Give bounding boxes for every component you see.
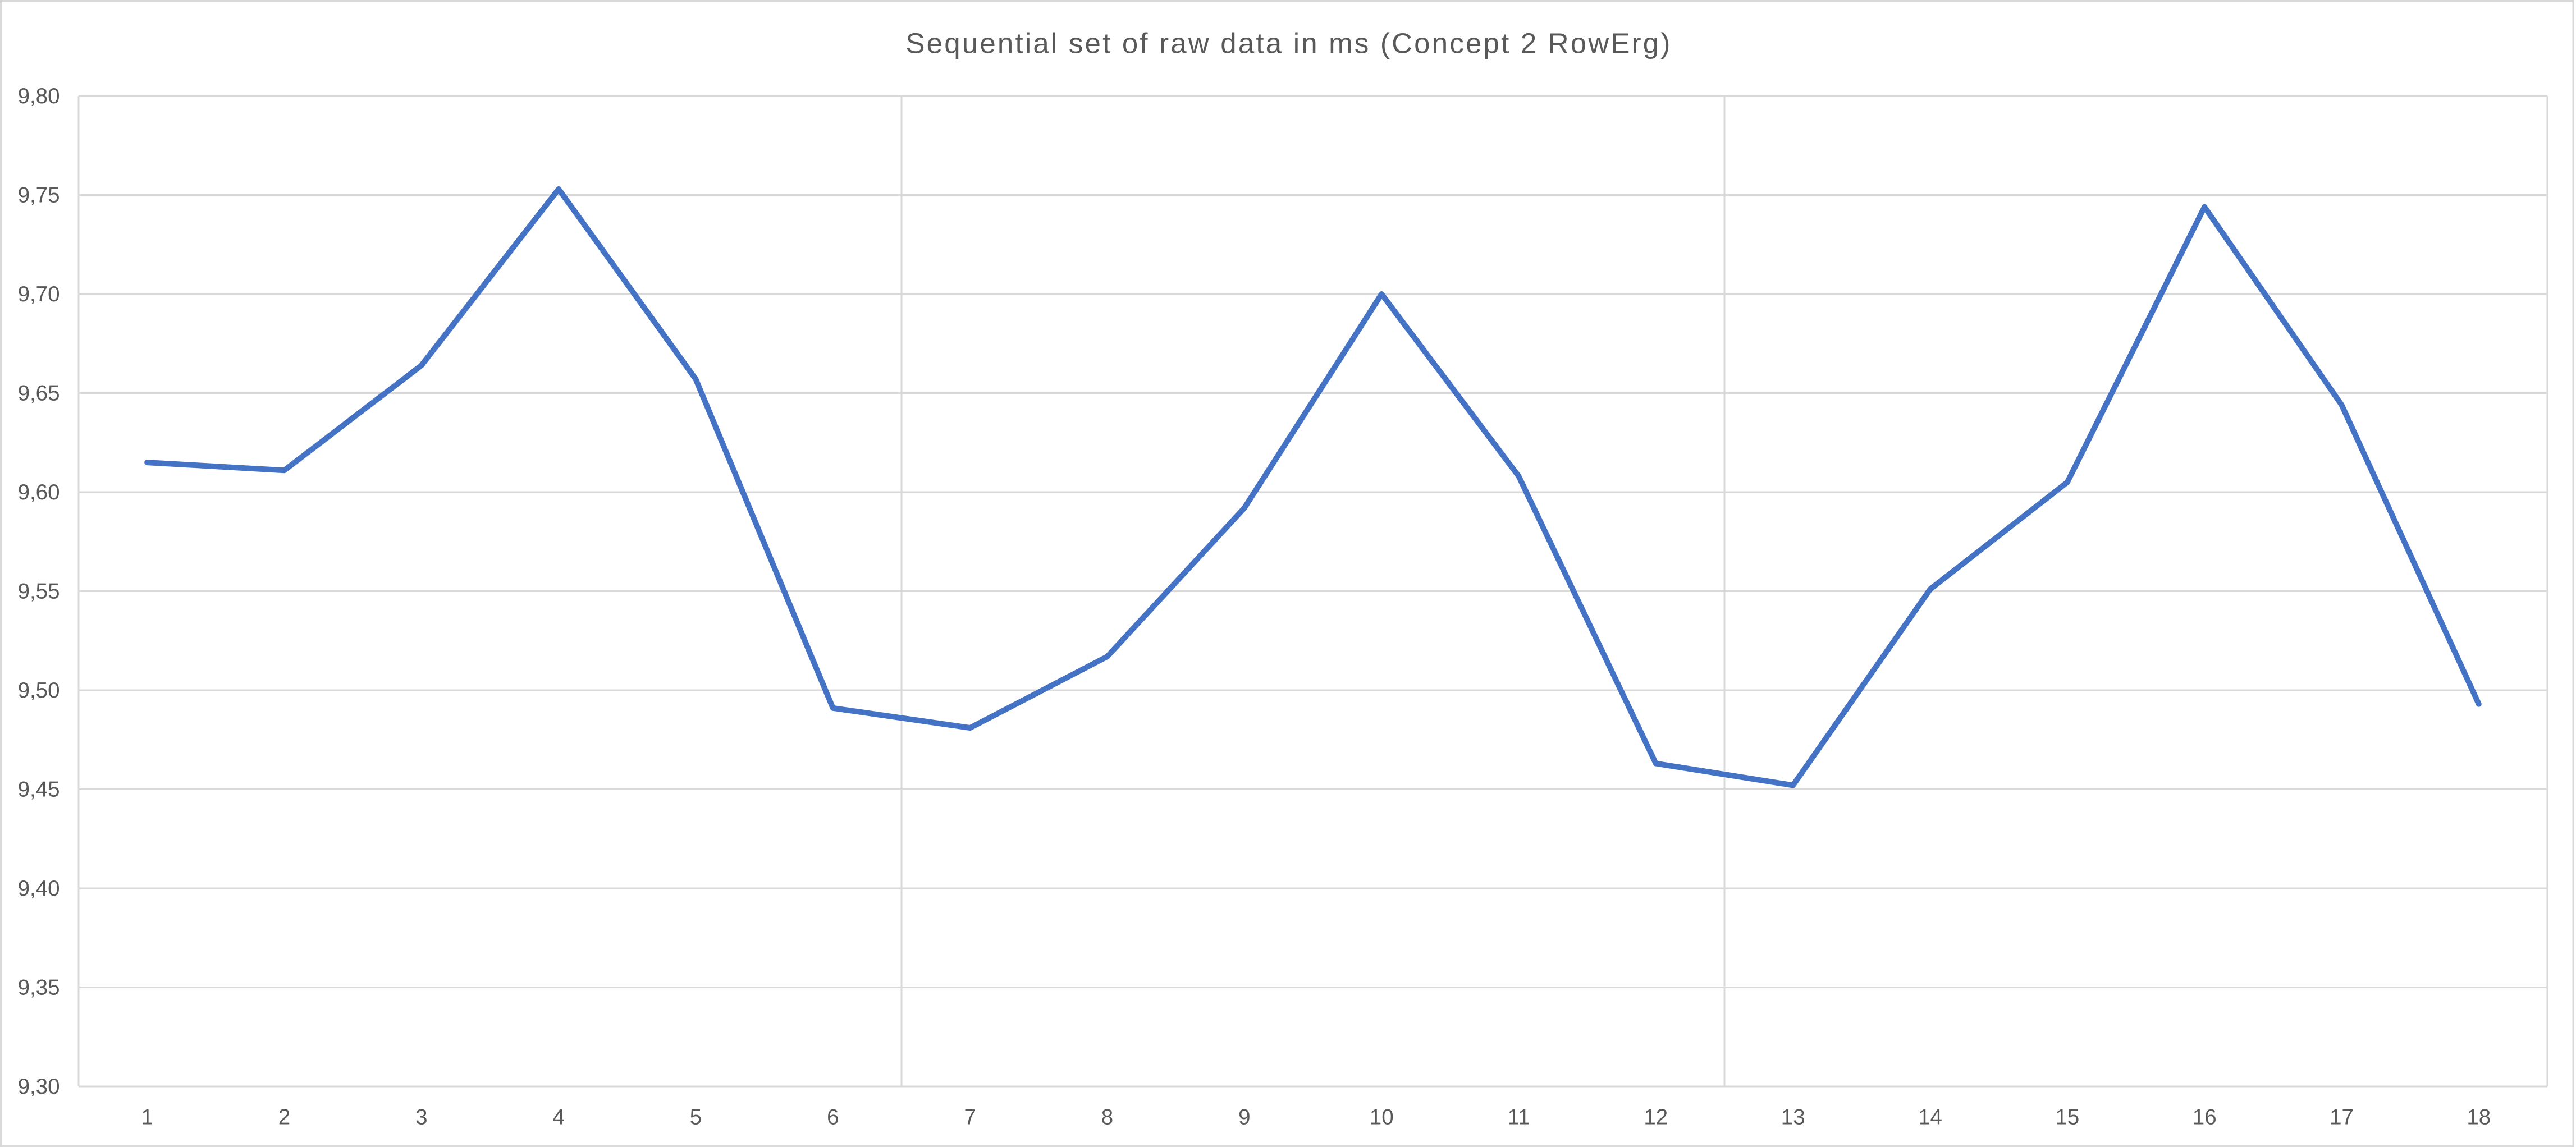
svg-text:2: 2 — [278, 1105, 290, 1130]
svg-text:9,75: 9,75 — [18, 183, 60, 208]
svg-text:15: 15 — [2055, 1105, 2079, 1130]
svg-text:9,70: 9,70 — [18, 282, 60, 306]
svg-text:14: 14 — [1918, 1105, 1942, 1130]
svg-text:13: 13 — [1781, 1105, 1805, 1130]
svg-text:9,35: 9,35 — [18, 976, 60, 1000]
svg-text:8: 8 — [1101, 1105, 1113, 1130]
svg-text:7: 7 — [964, 1105, 976, 1130]
svg-text:6: 6 — [827, 1105, 839, 1130]
svg-text:12: 12 — [1644, 1105, 1668, 1130]
svg-text:9,50: 9,50 — [18, 678, 60, 703]
svg-text:16: 16 — [2193, 1105, 2217, 1130]
svg-text:9,55: 9,55 — [18, 580, 60, 604]
svg-text:9,60: 9,60 — [18, 480, 60, 504]
svg-text:17: 17 — [2330, 1105, 2354, 1130]
svg-text:1: 1 — [141, 1105, 153, 1130]
svg-text:9,45: 9,45 — [18, 778, 60, 802]
svg-text:9,65: 9,65 — [18, 382, 60, 406]
svg-text:9,80: 9,80 — [18, 84, 60, 108]
svg-text:3: 3 — [415, 1105, 427, 1130]
svg-text:18: 18 — [2467, 1105, 2491, 1130]
svg-text:5: 5 — [690, 1105, 702, 1130]
svg-text:10: 10 — [1370, 1105, 1394, 1130]
svg-text:9,30: 9,30 — [18, 1075, 60, 1099]
svg-text:9,40: 9,40 — [18, 877, 60, 901]
svg-text:4: 4 — [552, 1105, 564, 1130]
svg-text:Sequential set of raw data in: Sequential set of raw data in ms (Concep… — [905, 27, 1672, 59]
svg-text:9: 9 — [1238, 1105, 1250, 1130]
svg-text:11: 11 — [1508, 1105, 1530, 1130]
